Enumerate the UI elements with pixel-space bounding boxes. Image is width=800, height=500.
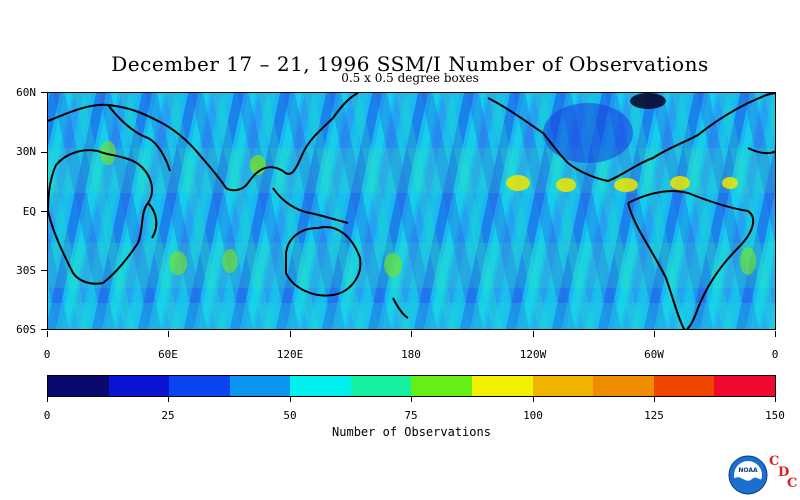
colorbar-segment-11 [714,376,775,396]
lon-tick [654,331,655,337]
colorbar-label-25: 25 [161,409,175,422]
colorbar-segment-0 [48,376,109,396]
lon-label-60w: 60W [644,348,664,361]
colorbar-segment-4 [290,376,351,396]
lon-label-180: 180 [401,348,421,361]
lon-label-0: 0 [43,348,51,361]
lon-label-120e: 120E [276,348,304,361]
colorbar-label-75: 75 [404,409,418,422]
lon-tick [411,331,412,337]
colorbar-segment-8 [532,376,594,396]
cdc-letter-c1: C [769,454,780,469]
lon-label-120w: 120W [519,348,547,361]
lon-tick [168,331,169,337]
observation-field-cross [48,93,775,329]
lat-tick [41,329,47,330]
colorbar-label-125: 125 [644,409,664,422]
colorbar-tick [168,397,169,402]
colorbar-tick [411,397,412,402]
lat-tick [41,152,47,153]
lat-tick [41,211,47,212]
colorbar-segment-1 [108,376,170,396]
colorbar-label-100: 100 [523,409,543,422]
band-south [48,243,775,288]
colorbar-segment-9 [593,376,654,396]
world-map [47,92,776,330]
lon-label-0-east: 0 [771,348,779,361]
lat-label-60n: 60N [16,86,36,99]
new-zealand [392,297,409,319]
lat-tick [41,270,47,271]
colorbar-segment-10 [653,376,715,396]
colorbar-tick [775,397,776,402]
lat-label-30s: 30S [16,264,36,277]
cdc-letter-d: D [778,465,790,480]
colorbar-segment-5 [350,376,412,396]
band-north [48,148,775,193]
lat-tick [41,92,47,93]
lon-label-60e: 60E [158,348,178,361]
map-svg [48,93,775,329]
colorbar-label-0: 0 [43,409,51,422]
north-america-coast [487,93,775,182]
coastlines [48,93,775,329]
lon-tick [47,331,48,337]
lat-label-eq: EQ [22,205,36,218]
colorbar-segment-2 [169,376,230,396]
colorbar-tick [654,397,655,402]
high-count-patches [100,93,756,277]
colorbar-segment-6 [411,376,473,396]
south-america-coast [627,190,755,329]
chart-title: December 17 – 21, 1996 SSM/I Number of O… [111,52,709,76]
cdc-letter-c2: C [787,476,798,491]
colorbar-tick [533,397,534,402]
noaa-logo-icon: NOAA [728,455,768,495]
lon-tick [290,331,291,337]
madagascar-coast [147,202,158,239]
lon-tick [533,331,534,337]
chart-subtitle: 0.5 x 0.5 degree boxes [341,71,479,85]
lat-label-60s: 60S [16,323,36,336]
colorbar-tick [47,397,48,402]
lat-label-30n: 30N [16,145,36,158]
colorbar-label-50: 50 [283,409,297,422]
colorbar-tick [290,397,291,402]
colorbar-segment-3 [229,376,291,396]
lon-tick [775,331,776,337]
colorbar-title: Number of Observations [332,425,491,439]
band-polar-south [48,303,775,329]
colorbar [47,375,776,397]
australia-coast [285,226,362,297]
colorbar-label-150: 150 [765,409,785,422]
colorbar-segment-7 [472,376,533,396]
atlantic-coast [747,147,775,155]
noaa-logo-text: NOAA [738,467,758,474]
eurasia-coast [48,93,359,192]
indonesia [272,187,349,224]
red-sea-arabia [107,104,171,172]
